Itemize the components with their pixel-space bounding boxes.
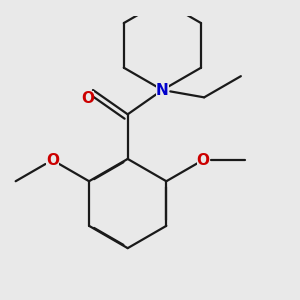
Text: O: O <box>46 152 59 167</box>
Text: O: O <box>81 91 94 106</box>
Text: N: N <box>156 82 169 98</box>
Text: O: O <box>196 152 209 167</box>
